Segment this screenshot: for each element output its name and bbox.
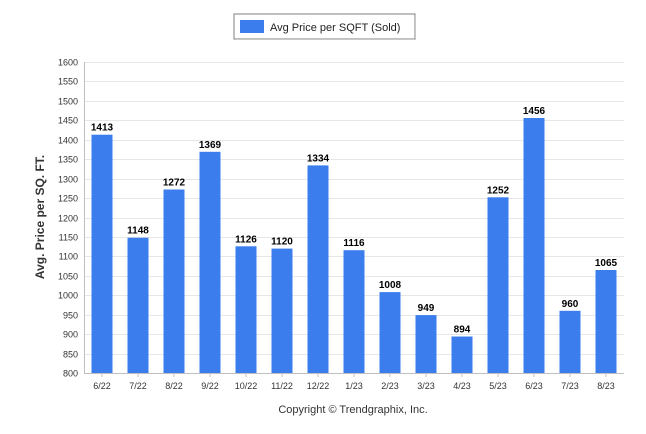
y-tick-label: 1250 <box>58 194 78 204</box>
x-tick-label: 7/23 <box>561 381 579 391</box>
bar <box>235 246 257 373</box>
data-label: 1120 <box>271 237 293 248</box>
x-tick-label: 11/22 <box>271 381 293 391</box>
legend-label: Avg Price per SQFT (Sold) <box>270 22 400 34</box>
copyright-text: Copyright © Trendgraphix, Inc. <box>278 404 427 416</box>
y-tick-label: 1350 <box>58 155 78 165</box>
x-tick-label: 9/22 <box>201 381 219 391</box>
y-tick-label: 1500 <box>58 97 78 107</box>
y-tick-label: 1300 <box>58 175 78 185</box>
data-label: 1369 <box>199 140 222 151</box>
legend: Avg Price per SQFT (Sold) <box>233 13 416 40</box>
y-tick-label: 1450 <box>58 116 78 126</box>
data-label: 1456 <box>523 106 546 117</box>
y-tick-label: 1400 <box>58 136 78 146</box>
x-tick-label: 6/23 <box>525 381 543 391</box>
x-tick-label: 2/23 <box>381 381 399 391</box>
x-tick-label: 12/22 <box>307 381 330 391</box>
y-tick-label: 1150 <box>59 233 78 243</box>
x-tick-label: 4/23 <box>453 381 471 391</box>
x-tick-label: 7/22 <box>129 381 147 391</box>
data-label: 1148 <box>127 226 149 237</box>
bars <box>91 118 617 373</box>
y-tick-labels: 800 850 900 950 1000 1050 1100 1150 1200 1250 1300… <box>58 58 78 379</box>
x-tick-label: 3/23 <box>417 381 435 391</box>
data-label: 894 <box>454 325 471 336</box>
bar <box>163 189 185 373</box>
data-label: 949 <box>418 303 435 314</box>
data-label: 1334 <box>307 153 330 164</box>
bar <box>307 165 329 373</box>
y-tick-label: 1550 <box>58 77 78 87</box>
x-tick-label: 10/22 <box>235 381 258 391</box>
bar <box>451 336 473 373</box>
y-tick-label: 800 <box>63 369 78 379</box>
y-tick-label: 900 <box>63 330 78 340</box>
bar <box>415 315 437 373</box>
data-label: 1065 <box>595 258 618 269</box>
bar <box>127 237 149 373</box>
data-label: 1252 <box>487 185 510 196</box>
y-tick-label: 1200 <box>58 214 78 224</box>
bar <box>559 310 581 373</box>
y-tick-label: 1050 <box>58 272 78 282</box>
x-tick-label: 8/23 <box>597 381 615 391</box>
y-tick-label: 1600 <box>58 58 78 68</box>
data-label: 1272 <box>163 178 186 189</box>
x-tick-label: 6/22 <box>93 381 111 391</box>
data-labels: 1413 1148 1272 1369 1126 1120 1334 1116 1008 949 8… <box>91 106 618 336</box>
legend-swatch <box>240 20 264 33</box>
data-label: 1116 <box>343 238 365 249</box>
x-tick-label: 5/23 <box>489 381 507 391</box>
x-tick-label: 8/22 <box>165 381 183 391</box>
axes <box>84 62 624 377</box>
x-tick-labels: 6/22 7/22 8/22 9/22 10/22 11/22 12/22 1/23 2/23 3… <box>93 381 615 391</box>
y-tick-label: 1000 <box>58 291 78 301</box>
y-tick-label: 1100 <box>59 252 78 262</box>
bar <box>271 248 293 373</box>
y-axis-title: Avg. Price per SQ. FT. <box>33 155 47 279</box>
data-label: 960 <box>562 299 579 310</box>
bar <box>343 250 365 373</box>
data-label: 1126 <box>235 234 257 245</box>
x-tick-label: 1/23 <box>345 381 363 391</box>
bar <box>91 134 113 373</box>
bar <box>523 118 545 373</box>
bar <box>595 270 617 373</box>
data-label: 1413 <box>91 123 114 134</box>
bar <box>487 197 509 373</box>
bar <box>199 151 221 373</box>
y-tick-label: 850 <box>63 350 78 360</box>
data-label: 1008 <box>379 280 402 291</box>
y-tick-label: 950 <box>63 311 78 321</box>
bar <box>379 292 401 373</box>
